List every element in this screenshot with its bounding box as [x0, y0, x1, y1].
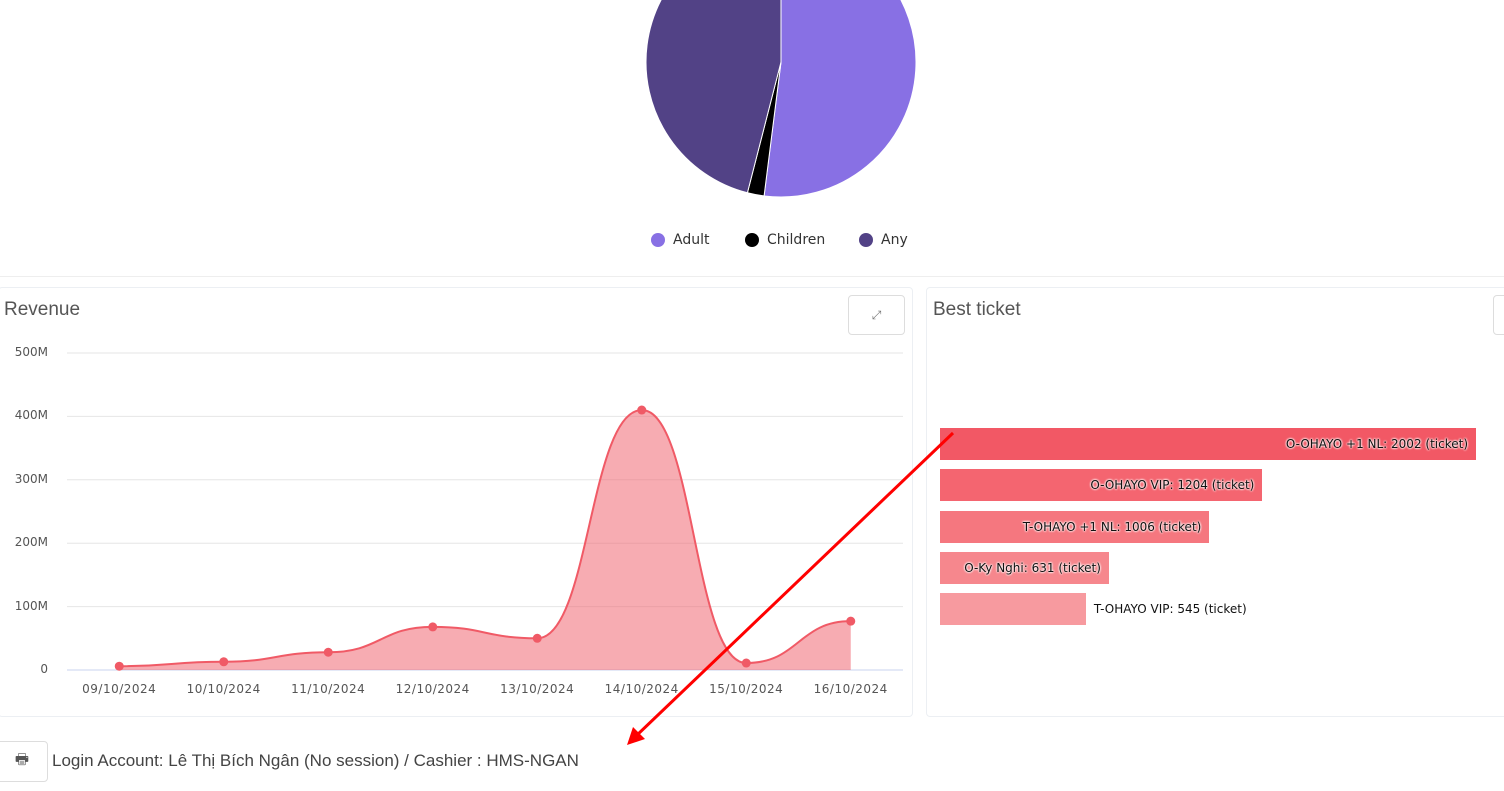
legend-label: Any — [881, 232, 908, 248]
best-ticket-title: Best ticket — [933, 299, 1021, 320]
y-tick-label: 100M — [14, 598, 48, 613]
bar-T-OHAYO +1 NL[interactable] — [940, 510, 1210, 543]
legend-children[interactable]: Children — [745, 232, 825, 248]
data-point-16/10/2024[interactable] — [846, 616, 856, 626]
arrow-head — [627, 727, 645, 745]
legend-dot — [859, 233, 873, 247]
revenue-line — [119, 409, 851, 668]
legend-dot — [651, 233, 665, 247]
best-ticket-card — [926, 287, 1504, 717]
y-tick-label: 400M — [14, 408, 48, 423]
bar-label: O-Ky Nghi: 631 (ticket) — [964, 560, 1101, 575]
bar-label: T-OHAYO +1 NL: 1006 (ticket) — [1022, 519, 1202, 534]
legend-label: Children — [767, 232, 826, 248]
bar-O-OHAYO +1 NL[interactable] — [940, 428, 1476, 460]
pie-chart — [645, 0, 917, 198]
legend-label: Adult — [673, 232, 710, 248]
bar-T-OHAYO VIP[interactable] — [940, 593, 1086, 626]
x-tick-label: 12/10/2024 — [395, 682, 470, 696]
x-tick-label: 09/10/2024 — [82, 682, 157, 696]
bar-O-OHAYO VIP[interactable] — [940, 469, 1263, 502]
pie-slice-any[interactable] — [645, 0, 782, 194]
pie-slice-adult[interactable] — [763, 0, 917, 198]
printer-icon: 🖶 — [14, 750, 30, 768]
x-tick-label: 14/10/2024 — [604, 682, 679, 696]
x-tick-label: 13/10/2024 — [500, 682, 575, 696]
revenue-area — [119, 410, 851, 670]
expand-button[interactable] — [1493, 295, 1504, 335]
divider — [0, 276, 1504, 277]
legend-adult[interactable]: Adult — [651, 232, 709, 248]
bar-label: O-OHAYO +1 NL: 2002 (ticket) — [1285, 437, 1468, 451]
x-tick-label: 10/10/2024 — [186, 682, 261, 696]
data-point-11/10/2024[interactable] — [323, 647, 333, 657]
bar-label: T-OHAYO VIP: 545 (ticket) — [1093, 602, 1247, 617]
expand-icon: ⤢ — [871, 307, 882, 322]
revenue-title: Revenue — [4, 299, 81, 320]
x-tick-label: 11/10/2024 — [291, 682, 366, 696]
y-tick-label: 500M — [14, 345, 48, 359]
legend-dot — [745, 233, 759, 247]
y-tick-label: 300M — [14, 471, 48, 486]
revenue-chart — [67, 352, 903, 671]
x-tick-label: 16/10/2024 — [813, 682, 888, 696]
data-point-15/10/2024[interactable] — [741, 658, 751, 668]
x-tick-label: 15/10/2024 — [709, 682, 784, 696]
data-point-09/10/2024[interactable] — [114, 661, 124, 671]
data-point-13/10/2024[interactable] — [532, 633, 542, 643]
data-point-10/10/2024[interactable] — [219, 657, 229, 667]
legend-any[interactable]: Any — [859, 232, 908, 248]
y-tick-label: 0 — [40, 662, 48, 676]
y-tick-label: 200M — [14, 535, 48, 550]
data-point-12/10/2024[interactable] — [428, 622, 438, 632]
bar-O-Ky Nghi[interactable] — [940, 551, 1109, 584]
data-point-14/10/2024[interactable] — [637, 405, 647, 415]
login-info: Login Account: Lê Thị Bích Ngân (No sess… — [52, 751, 579, 770]
print-button[interactable]: 🖶 — [0, 741, 48, 782]
expand-button[interactable]: ⤢ — [848, 295, 905, 335]
bar-label: O-OHAYO VIP: 1204 (ticket) — [1090, 478, 1255, 493]
